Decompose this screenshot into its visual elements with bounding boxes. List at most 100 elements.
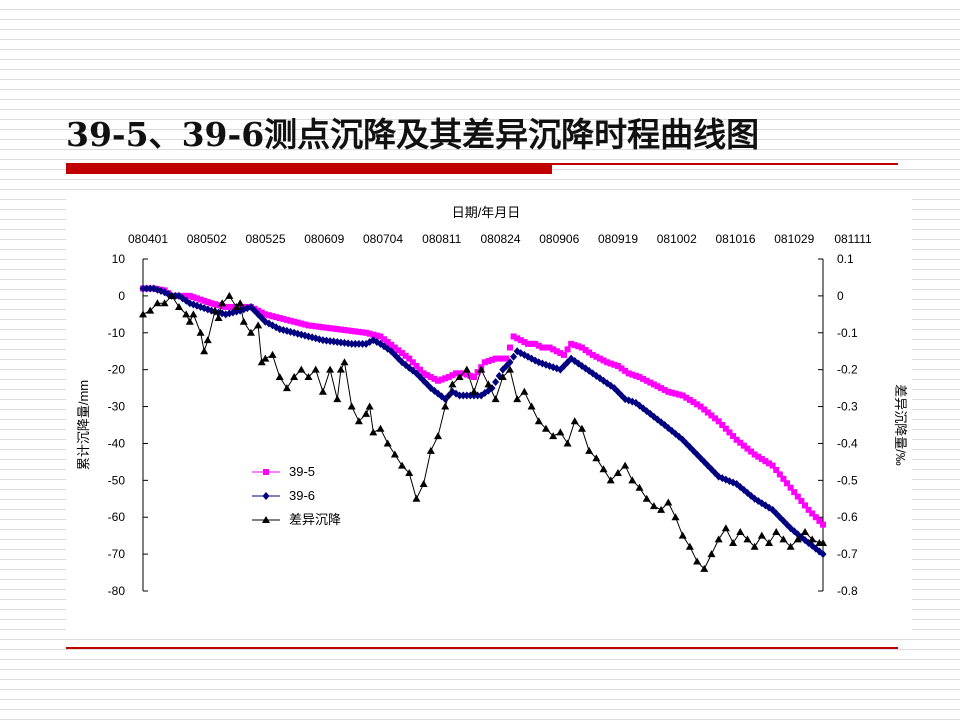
series-diff-point	[570, 417, 579, 425]
series-39-5-point	[636, 374, 643, 381]
chart-legend: 39-5 39-6 差异沉降	[252, 464, 341, 527]
series-diff-point	[743, 535, 752, 543]
title-underline-bar	[66, 165, 552, 174]
series-diff-point	[383, 439, 392, 447]
series-39-6-point	[423, 380, 431, 389]
series-39-5-point	[625, 370, 632, 377]
series-39-5-point	[503, 355, 510, 362]
series-39-5-point	[359, 329, 366, 336]
series-39-5-point	[758, 455, 765, 462]
series-diff-point	[606, 476, 615, 484]
series-39-6-point	[564, 358, 572, 367]
series-39-6-point	[492, 377, 500, 386]
x-tick-label: 080919	[598, 232, 638, 246]
series-39-5-point	[665, 388, 672, 395]
series-diff-point	[700, 564, 709, 572]
series-diff-point	[441, 402, 450, 410]
series-39-5-point	[780, 475, 787, 482]
series-39-5-point	[650, 381, 657, 388]
y2-tick-label: -0.3	[837, 400, 858, 414]
series-39-5-point	[262, 311, 269, 318]
series-39-5-point	[510, 333, 517, 340]
x-tick-label: 081111	[834, 232, 872, 246]
series-39-5-point	[686, 396, 693, 403]
series-39-5-point	[524, 340, 531, 347]
series-diff-point	[462, 365, 471, 373]
series-39-5-point	[762, 458, 769, 465]
series-39-6-point	[139, 284, 147, 293]
series-39-5-point	[694, 401, 701, 408]
series-diff-point	[261, 354, 270, 362]
series-39-5-point	[226, 303, 233, 310]
series-39-6-point	[643, 407, 651, 416]
series-39-5-point	[748, 448, 755, 455]
series-39-6-point	[204, 305, 212, 314]
series-39-5-point	[607, 360, 614, 367]
series-diff-point	[477, 365, 486, 373]
series-39-6-point	[348, 339, 356, 348]
series-39-5-point	[586, 349, 593, 356]
series-39-5-point	[438, 376, 445, 383]
series-39-5-point	[323, 324, 330, 331]
series-diff-point	[563, 439, 572, 447]
y2-tick-label: -0.2	[837, 363, 858, 377]
series-39-5-point	[424, 372, 431, 379]
series-39-6-point	[197, 302, 205, 311]
series-diff-point	[354, 417, 363, 425]
series-diff-point	[174, 302, 183, 310]
series-diff-point	[239, 317, 248, 325]
series-39-5-point	[442, 375, 449, 382]
y-tick-label: -40	[108, 436, 126, 450]
series-diff-point	[311, 365, 320, 373]
series-diff-point	[628, 476, 637, 484]
series-39-5-point	[542, 344, 549, 351]
series-diff-point	[376, 424, 385, 432]
series-39-5-point	[553, 348, 560, 355]
series-39-5-point	[445, 374, 452, 381]
series-39-5-point	[560, 351, 567, 358]
series-39-5-point	[528, 340, 535, 347]
series-39-5-point	[776, 471, 783, 478]
series-39-5-point	[413, 362, 420, 369]
series-diff-point	[412, 494, 421, 502]
series-diff-point	[297, 365, 306, 373]
series-diff-point	[635, 483, 644, 491]
series-39-6-point	[646, 409, 654, 418]
series-diff-point	[448, 380, 457, 388]
series-39-6-point	[143, 284, 151, 293]
series-39-5-point	[208, 300, 215, 307]
series-39-5-point	[229, 303, 236, 310]
series-39-5-point	[676, 391, 683, 398]
series-39-5-point	[546, 344, 553, 351]
y2-tick-label: -0.4	[837, 436, 858, 450]
series-39-5-point	[575, 343, 582, 350]
series-39-5-point	[571, 342, 578, 349]
series-diff-point	[765, 539, 774, 547]
series-39-6-point	[351, 339, 359, 348]
series-39-5-point	[589, 351, 596, 358]
series-39-6-point	[146, 284, 154, 293]
series-39-6-point	[358, 339, 366, 348]
y-tick-label: -50	[108, 473, 126, 487]
series-39-5-point	[708, 412, 715, 419]
y2-axis-title: 差异沉降量/‰	[893, 384, 908, 466]
series-39-5-point	[632, 372, 639, 379]
series-39-5-point	[514, 335, 521, 342]
series-diff-point	[419, 480, 428, 488]
series-39-5-point	[287, 317, 294, 324]
series-diff-point	[585, 446, 594, 454]
series-diff-point	[714, 535, 723, 543]
series-diff-point	[185, 317, 194, 325]
series-diff-point	[268, 350, 277, 358]
series-diff-point	[275, 373, 284, 381]
series-39-5-point	[399, 350, 406, 357]
series-39-5-point	[273, 314, 280, 321]
series-diff-point	[426, 446, 435, 454]
series-diff-point	[196, 328, 205, 336]
series-diff-point	[721, 524, 730, 532]
series-39-5-point	[406, 355, 413, 362]
series-39-6-point	[513, 347, 521, 356]
series-diff-point	[254, 321, 263, 329]
series-39-5-point	[269, 313, 276, 320]
y-tick-label: -70	[108, 547, 126, 561]
